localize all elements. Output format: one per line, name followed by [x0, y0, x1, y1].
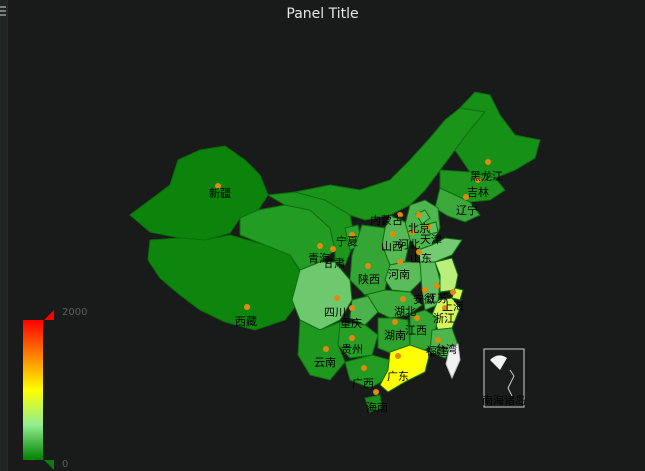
label-taiwan: 台湾 — [435, 342, 457, 356]
label-guizhou: 贵州 — [341, 343, 363, 356]
marker-tibet — [244, 304, 250, 310]
label-tianjin: 天津 — [420, 233, 442, 246]
panel-title[interactable]: Panel Title — [286, 6, 359, 22]
label-xinjiang: 新疆 — [209, 186, 231, 200]
marker-sichuan — [334, 295, 340, 301]
label-heilongjiang: 黑龙江 — [470, 170, 503, 183]
marker-guangdong — [395, 353, 401, 359]
side-strip — [0, 0, 7, 471]
marker-henan — [397, 259, 403, 265]
label-hubei: 湖北 — [394, 305, 416, 318]
province-hainan[interactable] — [364, 394, 383, 413]
label-gansu: 甘肃 — [323, 257, 345, 270]
province-tianjin[interactable] — [427, 221, 439, 235]
label-inner-mongolia: 内蒙古 — [370, 213, 403, 227]
marker-anhui — [422, 287, 428, 293]
marker-hebei — [409, 229, 415, 235]
marker-shanghai — [450, 289, 456, 295]
label-hebei: 河北 — [398, 238, 420, 251]
label-south-china-sea: 南海诸岛 — [482, 393, 526, 407]
label-sichuan: 四川 — [324, 306, 346, 319]
marker-hainan — [373, 389, 379, 395]
label-zhejiang: 浙江 — [433, 312, 455, 325]
marker-hubei — [400, 296, 406, 302]
label-yunnan: 云南 — [314, 356, 336, 369]
label-anhui: 安徽 — [413, 292, 435, 306]
province-taiwan[interactable] — [445, 343, 461, 380]
marker-tianjin — [425, 224, 431, 230]
marker-guangxi — [361, 365, 367, 371]
label-chongqing: 重庆 — [340, 316, 362, 330]
label-shanghai: 上海 — [442, 299, 464, 313]
marker-gansu — [330, 246, 336, 252]
legend-min-label: 0 — [62, 459, 69, 470]
panel-menu-icon[interactable] — [0, 6, 6, 18]
province-henan[interactable] — [384, 261, 423, 293]
province-sichuan[interactable] — [291, 261, 353, 331]
label-jiangxi: 江西 — [405, 324, 427, 337]
marker-hunan — [392, 319, 398, 325]
marker-jilin — [475, 177, 481, 183]
legend-min-handle[interactable] — [44, 460, 54, 470]
province-hubei[interactable] — [363, 289, 423, 319]
label-guangdong: 广东 — [387, 370, 409, 383]
marker-inner-mongolia — [397, 212, 403, 218]
province-yunnan[interactable] — [297, 319, 346, 381]
south-china-sea-island-shape — [490, 355, 507, 370]
province-guangdong[interactable] — [379, 344, 431, 393]
label-ningxia: 宁夏 — [336, 234, 358, 248]
marker-shandong — [416, 249, 422, 255]
marker-ningxia — [349, 232, 355, 238]
marker-qinghai — [317, 243, 323, 249]
marker-heilongjiang — [485, 159, 491, 165]
marker-jiangsu — [434, 283, 440, 289]
province-tibet[interactable] — [147, 234, 301, 331]
marker-shaanxi — [365, 263, 371, 269]
label-shanxi: 山西 — [381, 240, 403, 253]
marker-shanxi — [390, 231, 396, 237]
label-beijing: 北京 — [408, 221, 430, 235]
label-guangxi: 广西 — [352, 377, 374, 390]
marker-xinjiang — [215, 183, 221, 189]
label-hainan: 海南 — [366, 400, 388, 414]
label-henan: 河南 — [388, 268, 410, 281]
marker-yunnan — [323, 346, 329, 352]
label-shandong: 山东 — [410, 252, 432, 265]
label-qinghai: 青海 — [308, 251, 330, 265]
province-chongqing[interactable] — [349, 295, 379, 326]
marker-liaoning — [463, 194, 469, 200]
label-hunan: 湖南 — [384, 329, 406, 342]
marker-guizhou — [349, 335, 355, 341]
label-tibet: 西藏 — [235, 315, 257, 328]
label-shaanxi: 陕西 — [358, 272, 380, 286]
label-fujian: 福建 — [426, 344, 448, 358]
marker-chongqing — [349, 305, 355, 311]
south-china-sea-dashes — [507, 369, 515, 397]
marker-zhejiang — [442, 305, 448, 311]
province-heilongjiang[interactable] — [454, 91, 541, 179]
legend-max-handle[interactable] — [44, 310, 54, 320]
city-markers — [215, 159, 491, 395]
legend-gradient-bar[interactable] — [23, 320, 43, 460]
legend-max-label: 2000 — [62, 307, 88, 318]
marker-fujian — [435, 337, 441, 343]
marker-jiangxi — [414, 315, 420, 321]
label-liaoning: 辽宁 — [456, 203, 478, 217]
marker-beijing — [416, 212, 422, 218]
label-jilin: 吉林 — [467, 185, 489, 199]
label-jiangsu: 江苏 — [426, 292, 448, 305]
